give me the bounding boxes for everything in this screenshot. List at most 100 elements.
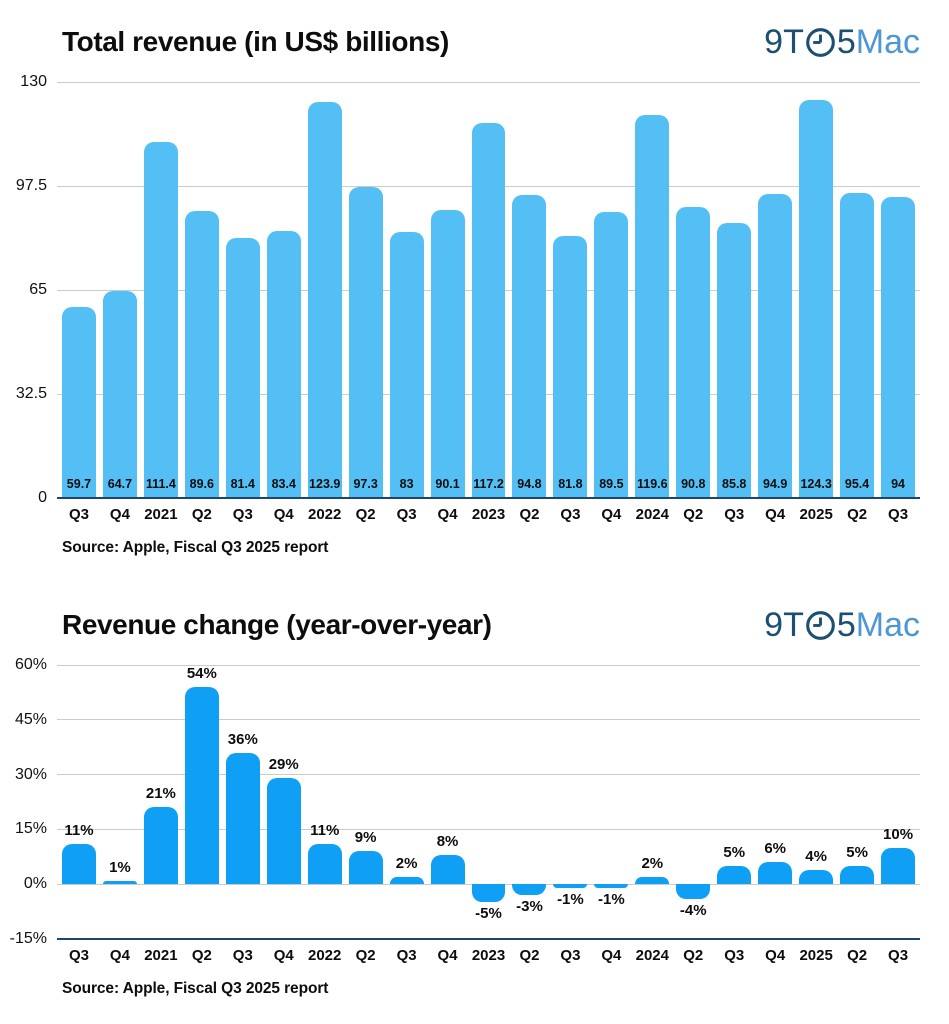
clock-icon bbox=[804, 610, 837, 641]
gridline bbox=[57, 81, 920, 83]
bar bbox=[225, 237, 260, 498]
bar bbox=[62, 844, 96, 885]
bar bbox=[553, 236, 588, 498]
bar-value-label: 111.4 bbox=[145, 477, 176, 491]
x-axis-tick: Q2 bbox=[847, 506, 868, 523]
bar-cell: 21% bbox=[143, 665, 178, 939]
bar bbox=[758, 862, 793, 885]
x-axis-labels: Q3 Q4 2021 Q2 Q3 Q4 2022 Q2 Q3 Q4 2023 Q2 Q3 Q4 2024 Q2… bbox=[57, 947, 920, 964]
x-axis-tick: Q3 bbox=[68, 947, 89, 964]
x-axis-tick: Q2 bbox=[683, 947, 704, 964]
bar-value-label: 2% bbox=[395, 854, 418, 872]
x-axis-tick: Q3 bbox=[724, 947, 745, 964]
bar-cell: 8% bbox=[430, 665, 465, 939]
revenue-change-chart: Revenue change (year-over-year) 9T 5 Mac… bbox=[0, 603, 949, 998]
bar-value-label: 29% bbox=[268, 756, 299, 774]
bar bbox=[676, 884, 711, 899]
x-axis-tick: Q4 bbox=[437, 947, 458, 964]
bar bbox=[840, 192, 875, 498]
bar-value-label: 5% bbox=[723, 843, 746, 861]
bar-value-label: 59.7 bbox=[66, 477, 92, 491]
x-axis-tick: Q4 bbox=[273, 506, 294, 523]
bar-value-label: 54% bbox=[186, 664, 217, 682]
bar bbox=[266, 231, 301, 498]
bar-cell: -4% bbox=[676, 665, 711, 939]
bar-cell: 90.1 bbox=[430, 82, 465, 498]
bar-value-label: 123.9 bbox=[309, 477, 341, 491]
bar-cell: -1% bbox=[553, 665, 588, 939]
y-axis-tick: 30% bbox=[14, 765, 47, 783]
y-axis-tick: -15% bbox=[9, 930, 47, 947]
bar bbox=[512, 884, 547, 896]
logo-text-digit: 5 bbox=[836, 23, 856, 61]
x-axis-tick: 2024 bbox=[635, 506, 669, 523]
bar-cell: 1% bbox=[102, 665, 137, 939]
x-axis-tick: Q2 bbox=[191, 947, 212, 964]
bar-cell: 94 bbox=[881, 82, 916, 498]
x-axis-tick: Q3 bbox=[396, 506, 417, 523]
bar-cell: 64.7 bbox=[102, 82, 137, 498]
bar-cell: 2% bbox=[635, 665, 670, 939]
bar bbox=[471, 884, 506, 903]
bar bbox=[430, 209, 465, 498]
bar-value-label: 117.2 bbox=[473, 477, 504, 491]
x-axis-tick: Q2 bbox=[519, 947, 540, 964]
bar-cell: 6% bbox=[758, 665, 793, 939]
source-text: Source: Apple, Fiscal Q3 2025 report bbox=[62, 980, 329, 997]
bar-cell: 123.9 bbox=[307, 82, 342, 498]
bar bbox=[225, 752, 260, 885]
bar-value-label: 89.5 bbox=[599, 477, 624, 491]
x-axis-tick: Q4 bbox=[601, 947, 622, 964]
x-axis-labels: Q3 Q4 2021 Q2 Q3 Q4 2022 Q2 Q3 Q4 2023 Q2 Q3 Q4 2024 Q2… bbox=[57, 506, 920, 523]
bar bbox=[348, 851, 383, 885]
x-axis-tick: Q2 bbox=[191, 506, 212, 523]
bar-cell: 54% bbox=[184, 665, 219, 939]
x-axis-tick: 2025 bbox=[799, 947, 833, 964]
gridline bbox=[57, 664, 920, 666]
total-revenue-chart: Total revenue (in US$ billions) 9T 5 Mac… bbox=[0, 20, 949, 557]
bar bbox=[143, 141, 178, 498]
x-axis-tick: Q4 bbox=[109, 506, 130, 523]
bar bbox=[594, 884, 629, 888]
bar bbox=[881, 847, 916, 885]
bar-value-label: 10% bbox=[883, 825, 914, 843]
plot-row: 130 97.5 65 32.5 0 59.7 64.7 111.4 89.6 81.4 83.4… bbox=[0, 73, 920, 506]
chart-title: Total revenue (in US$ billions) bbox=[62, 26, 449, 57]
y-axis-tick: 0 bbox=[38, 489, 47, 506]
bar bbox=[348, 186, 383, 498]
bar-cell: 29% bbox=[266, 665, 301, 939]
bar-cell: 95.4 bbox=[840, 82, 875, 498]
clock-icon bbox=[804, 27, 837, 58]
x-axis-tick: 2021 bbox=[144, 506, 178, 523]
bar-cell: -1% bbox=[594, 665, 629, 939]
source-text: Source: Apple, Fiscal Q3 2025 report bbox=[62, 539, 329, 556]
bar-cell: 85.8 bbox=[717, 82, 752, 498]
bar-cell: 5% bbox=[717, 665, 752, 939]
bar-value-label: -1% bbox=[557, 890, 584, 908]
bar-value-label: 8% bbox=[436, 832, 459, 850]
x-axis-tick: Q2 bbox=[519, 506, 540, 523]
bar-value-label: 9% bbox=[354, 829, 377, 847]
x-axis-tick: Q4 bbox=[765, 947, 786, 964]
bar bbox=[799, 100, 834, 498]
bar-value-label: 95.4 bbox=[844, 477, 870, 491]
bar-cell: 10% bbox=[881, 665, 916, 939]
bar-value-label: -4% bbox=[679, 901, 707, 919]
bar bbox=[62, 306, 96, 498]
logo-text-right: Mac bbox=[855, 606, 920, 644]
x-axis-tick: Q2 bbox=[683, 506, 704, 523]
x-axis-tick: Q3 bbox=[68, 506, 89, 523]
bar bbox=[389, 232, 424, 498]
bar-cell: 11% bbox=[62, 665, 96, 939]
y-axis-tick: 130 bbox=[20, 73, 47, 90]
bar-cell: 9% bbox=[348, 665, 383, 939]
bar-value-label: 83.4 bbox=[271, 477, 296, 491]
bar bbox=[635, 115, 670, 498]
bar bbox=[307, 844, 342, 885]
y-axis-tick: 97.5 bbox=[15, 177, 47, 194]
bar-cell: 81.8 bbox=[553, 82, 588, 498]
bar-value-label: 94.8 bbox=[517, 477, 542, 491]
bar-value-label: 6% bbox=[764, 840, 787, 858]
bar bbox=[717, 223, 752, 498]
bar-value-label: 64.7 bbox=[107, 477, 133, 491]
